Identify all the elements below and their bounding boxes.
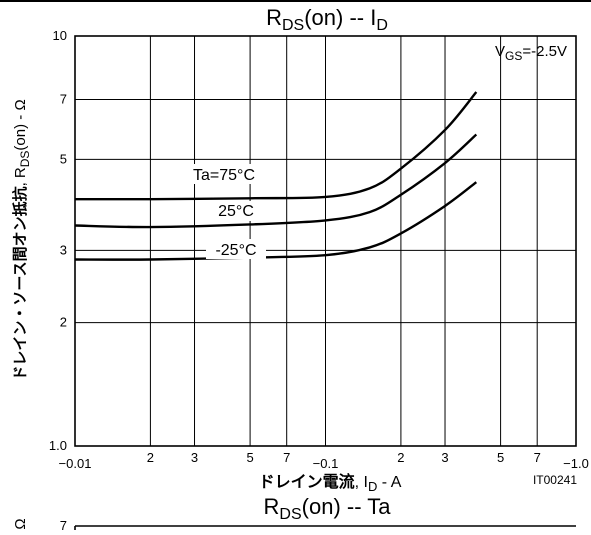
figure-code: IT00241 — [533, 473, 577, 487]
y-tick-label: 5 — [60, 151, 67, 166]
y-axis-title: ドレイン・ソース間オン抵抗, RDS(on) - Ω — [11, 99, 32, 380]
x-tick-label: −1.0 — [563, 456, 589, 471]
series-line-0 — [74, 91, 478, 201]
condition-label: VGS=-2.5V — [495, 43, 567, 63]
y-tick-label: 1.0 — [49, 438, 67, 453]
series-label-bg-m25 — [206, 239, 266, 259]
series-label-25: 25°C — [218, 203, 254, 220]
series-line-1 — [74, 133, 478, 229]
x-tick-label: 7 — [534, 450, 541, 465]
y-tick-label: 2 — [60, 315, 67, 330]
series-label-bg-75 — [184, 164, 266, 184]
y-tick-label: 3 — [60, 242, 67, 257]
plot-frame — [74, 35, 577, 447]
x-tick-label: 2 — [397, 450, 404, 465]
x-tick-label: 3 — [191, 450, 198, 465]
series-line-2 — [74, 181, 478, 261]
second-chart-y-axis-symbol: Ω — [12, 518, 29, 529]
x-tick-label: −0.1 — [313, 456, 339, 471]
second-chart-title: RDS(on) -- Ta — [264, 494, 392, 523]
x-tick-label: 5 — [246, 450, 253, 465]
x-tick-label: 5 — [497, 450, 504, 465]
second-chart-y-tick: 7 — [60, 518, 67, 530]
chart-title: RDS(on) -- ID — [266, 5, 388, 34]
series-label-75: Ta=75°C — [193, 167, 255, 184]
x-tick-label: 2 — [147, 450, 154, 465]
series-label-bg-25 — [212, 201, 260, 221]
series-label-m25: -25°C — [215, 242, 256, 259]
x-axis-title: ドレイン電流, ID - A — [259, 472, 402, 494]
x-tick-label: −0.01 — [59, 456, 92, 471]
x-tick-label: 7 — [283, 450, 290, 465]
y-tick-label: 10 — [53, 28, 67, 43]
x-tick-label: 3 — [441, 450, 448, 465]
y-tick-label: 7 — [60, 92, 67, 107]
